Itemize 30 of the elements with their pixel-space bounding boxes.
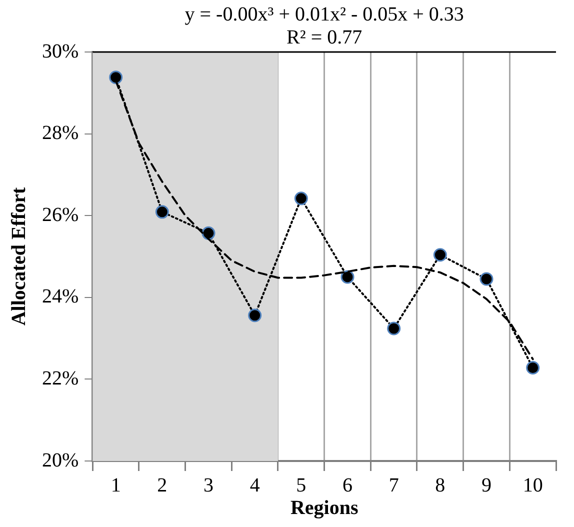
x-tick-label: 9 — [482, 474, 492, 496]
x-tick-label: 1 — [110, 474, 121, 496]
y-tick-label: 20% — [42, 449, 79, 472]
point — [155, 205, 169, 219]
point — [340, 270, 354, 284]
y-axis-title: Allocated Effort — [8, 187, 30, 326]
point — [294, 192, 308, 206]
x-tick-label: 4 — [250, 474, 260, 496]
point — [387, 322, 401, 336]
text: R² = 0.77 — [286, 26, 362, 48]
point — [202, 226, 216, 240]
x-tick-label: 10 — [522, 474, 543, 496]
y-tick-label: 28% — [42, 122, 79, 144]
point — [109, 70, 123, 84]
point — [433, 248, 447, 262]
text: y = -0.00x³ + 0.01x² - 0.05x + 0.33 — [184, 3, 464, 26]
y-tick-label: 30% — [42, 40, 79, 62]
point — [480, 272, 494, 286]
y-tick-label: 24% — [42, 286, 79, 308]
x-axis-title: Regions — [290, 497, 358, 520]
x-tick-label: 2 — [157, 474, 168, 496]
x-tick-label: 6 — [342, 474, 352, 496]
x-tick-label: 3 — [203, 474, 214, 496]
y-tick-label: 26% — [42, 204, 79, 226]
x-tick-label: 8 — [435, 474, 446, 496]
x-tick-label: 5 — [296, 474, 306, 496]
point — [526, 361, 540, 374]
point — [248, 308, 262, 322]
y-tick-label: 22% — [42, 367, 79, 390]
x-tick-label: 7 — [388, 474, 399, 496]
